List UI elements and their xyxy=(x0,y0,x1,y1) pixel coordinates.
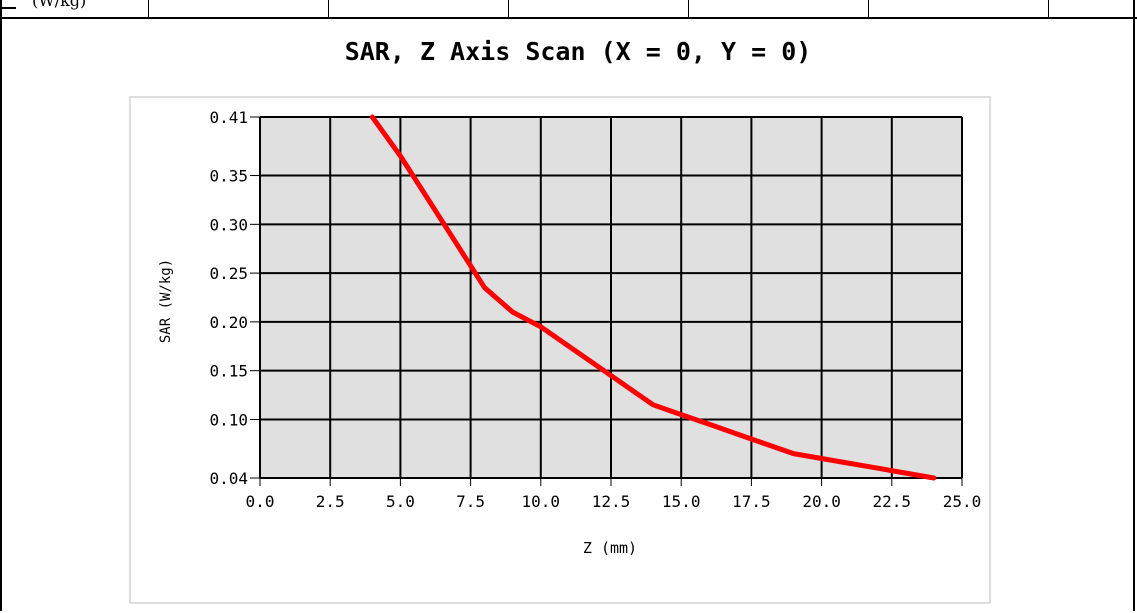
table-cell-divider xyxy=(328,0,329,17)
table-cell-divider xyxy=(508,0,509,17)
table-cell-divider xyxy=(1048,0,1049,17)
grid-lines xyxy=(259,116,963,479)
y-tick-label: 0.30 xyxy=(209,215,248,234)
series-line xyxy=(369,114,937,481)
y-tick-label: 0.20 xyxy=(209,313,248,332)
table-cell-divider xyxy=(148,0,149,17)
table-cell-divider xyxy=(688,0,689,17)
x-tick-label: 20.0 xyxy=(802,492,841,511)
x-tick-label: 15.0 xyxy=(662,492,701,511)
axes xyxy=(250,116,963,486)
x-tick-label: 12.5 xyxy=(592,492,631,511)
chart-card-border xyxy=(129,96,991,604)
x-tick-label: 22.5 xyxy=(873,492,912,511)
table-cell-divider xyxy=(868,0,869,17)
y-tick-label: 0.41 xyxy=(209,108,248,127)
y-tick-label: 0.10 xyxy=(209,410,248,429)
y-tick-label: 0.15 xyxy=(209,362,248,381)
y-tick-labels: 0.41 0.35 0.30 0.25 0.20 0.15 0.10 0.04 xyxy=(209,108,248,488)
chart-title: SAR, Z Axis Scan (X = 0, Y = 0) xyxy=(345,37,812,66)
x-tick-label: 10.0 xyxy=(522,492,561,511)
header-clipped-text: (W/kg) xyxy=(32,0,87,10)
y-axis-label: SAR (W/kg) xyxy=(158,259,174,343)
x-tick-label: 25.0 xyxy=(943,492,982,511)
x-tick-labels: 0.0 2.5 5.0 7.5 10.0 12.5 15.0 17.5 20.0 22.5 25.0 xyxy=(246,492,982,511)
x-tick-label: 2.5 xyxy=(316,492,345,511)
x-axis-label: Z (mm) xyxy=(583,539,637,557)
y-tick-label: 0.04 xyxy=(209,469,248,488)
corner-mark xyxy=(2,0,16,9)
x-tick-label: 5.0 xyxy=(386,492,415,511)
x-tick-label: 17.5 xyxy=(732,492,771,511)
x-tick-label: 0.0 xyxy=(246,492,275,511)
y-tick-label: 0.35 xyxy=(209,167,248,186)
x-tick-label: 7.5 xyxy=(456,492,485,511)
top-rule xyxy=(0,17,1137,19)
y-tick-label: 0.25 xyxy=(209,264,248,283)
